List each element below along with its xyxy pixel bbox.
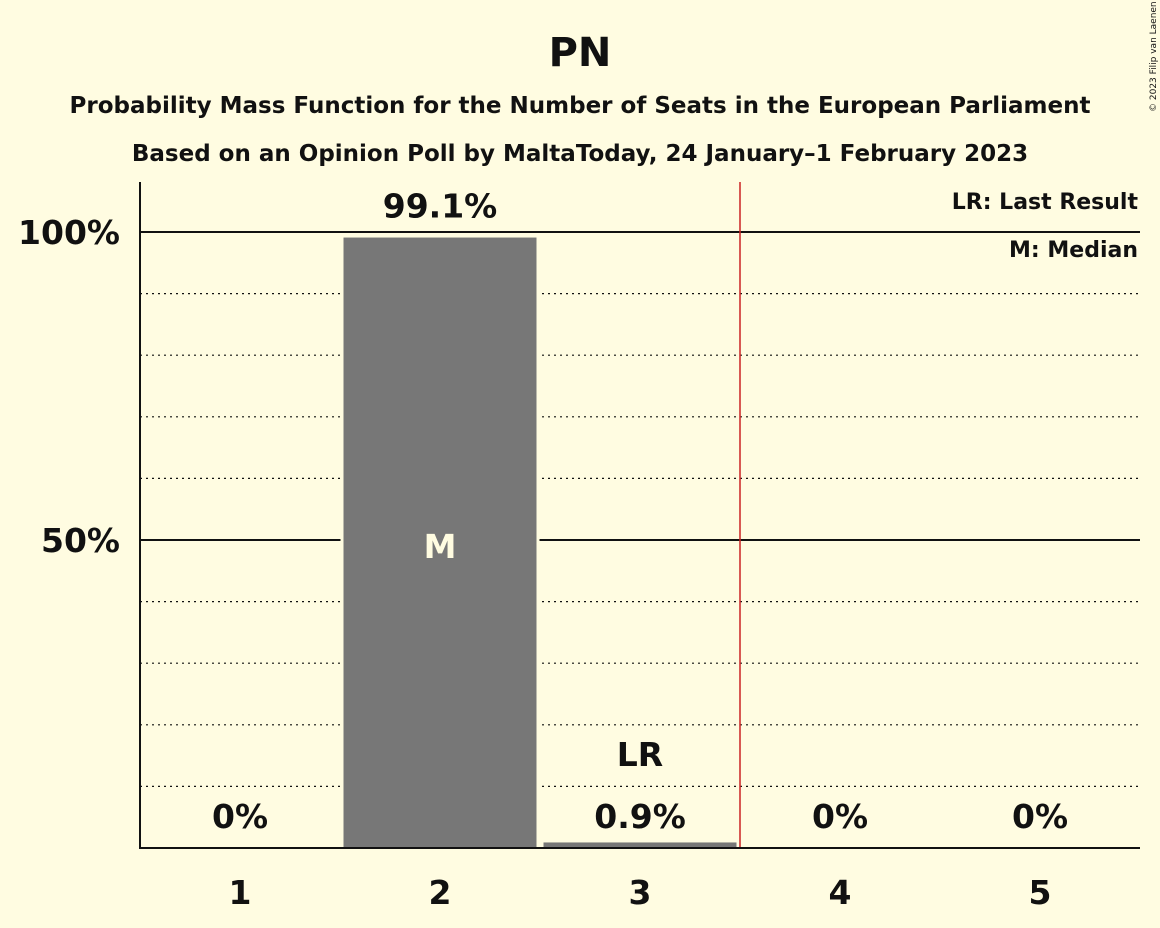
copyright-text: © 2023 Filip van Laenen [1149,1,1159,112]
bars-group [340,237,740,848]
bar [343,237,537,848]
y-tick-label: 100% [18,213,120,252]
legend-median: M: Median [1009,238,1138,263]
bar-value-label: 99.1% [383,187,498,226]
bar-value-label: 0% [812,797,868,836]
median-marker: M [424,527,457,566]
chart-subtitle-2: Based on an Opinion Poll by MaltaToday, … [132,141,1028,167]
x-tick-label: 3 [629,873,652,912]
last-result-marker: LR [617,735,663,774]
x-tick-label: 4 [829,873,852,912]
bar-value-label: 0.9% [594,797,686,836]
labels-group: 50% 100% 0% 1 99.1% 2 M 0.9% 3 LR 0% 4 0% 5 [18,182,1068,912]
legend-last-result: LR: Last Result [952,190,1139,215]
x-tick-label: 1 [229,873,252,912]
chart-subtitle-1: Probability Mass Function for the Number… [70,93,1091,119]
x-tick-label: 2 [429,873,452,912]
grid-lines [140,231,1140,788]
x-tick-label: 5 [1029,873,1052,912]
bar-value-label: 0% [212,797,268,836]
bar [543,842,737,848]
chart-title: PN [549,30,612,76]
bar-value-label: 0% [1012,797,1068,836]
y-tick-label: 50% [41,521,120,560]
